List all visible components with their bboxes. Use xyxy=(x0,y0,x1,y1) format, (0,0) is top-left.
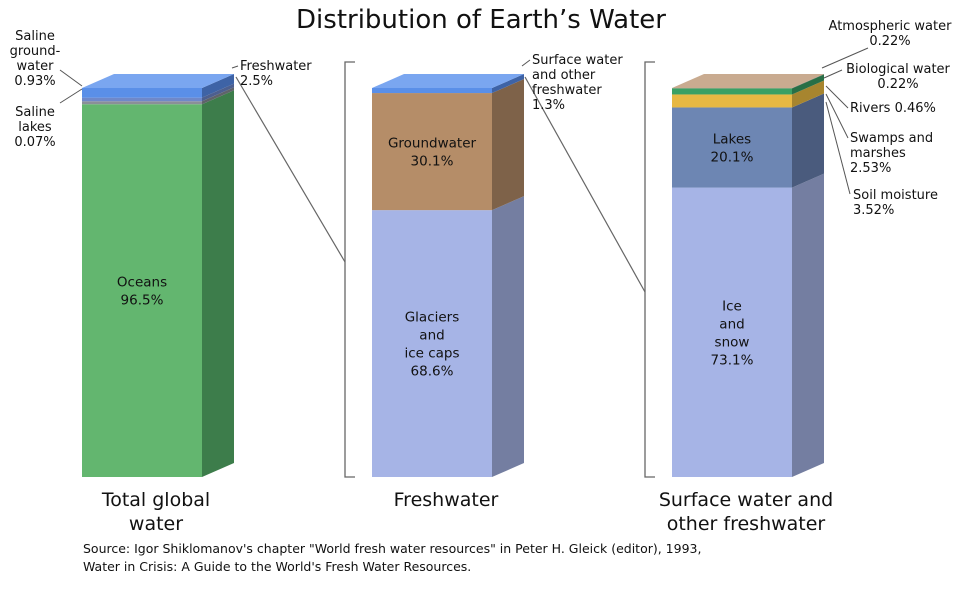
stack-surface-ice-and-snow-front xyxy=(672,187,792,478)
stack-fresh-glaciers-and-ice-caps-side xyxy=(492,196,524,477)
stack-total-top xyxy=(82,74,234,88)
stack-surface-top xyxy=(672,74,824,88)
connector-surface xyxy=(524,76,646,293)
stack-fresh-surface-water-and-other-freshwater-side xyxy=(492,74,524,94)
source-note: Source: Igor Shiklomanov's chapter "Worl… xyxy=(83,540,701,576)
stack-surface-lakes-front xyxy=(672,107,792,188)
stack-fresh-axis-label: Freshwater xyxy=(394,489,499,511)
callout-soil-moisture-label: Soil moisture 3.52% xyxy=(853,188,938,218)
stack-surface-swamps-and-marshes-front xyxy=(672,88,792,95)
stack-total-oceans-front xyxy=(82,104,202,477)
stack-fresh-groundwater-side xyxy=(492,79,524,211)
bracket-surface xyxy=(644,61,655,478)
bracket-fresh xyxy=(344,61,355,478)
stack-surface-ice-and-snow-label: Ice and snow 73.1% xyxy=(711,298,754,368)
callout-biological-water-leader xyxy=(823,69,843,79)
callout-saline-groundwater-leader xyxy=(59,69,83,87)
source-line-2: Water in Crisis: A Guide to the World's … xyxy=(83,559,472,574)
stack-fresh-surface-water-and-other-freshwater-front xyxy=(372,88,492,94)
stack-surface-soil-moisture-side xyxy=(792,80,824,108)
stack-total-axis-label: Total global water xyxy=(101,489,210,535)
stack-total-saline-lakes-front xyxy=(82,101,202,105)
callout-soil-moisture-leader xyxy=(825,101,851,195)
stack-surface-ice-and-snow-side xyxy=(792,173,824,478)
callout-swamps-and-marshes-label: Swamps and marshes 2.53% xyxy=(850,131,933,176)
stack-surface-rivers-side xyxy=(792,74,824,89)
connector-freshwater xyxy=(235,76,346,263)
callout-swamps-and-marshes-leader xyxy=(825,93,849,139)
stack-fresh-top xyxy=(372,74,524,88)
stack-surface-lakes-side xyxy=(792,93,824,188)
chart-title: Distribution of Earth’s Water xyxy=(296,5,666,35)
callout-saline-lakes-leader xyxy=(59,88,83,104)
stack-fresh-glaciers-and-ice-caps-label: Glaciers and ice caps 68.6% xyxy=(404,310,459,380)
stack-surface-soil-moisture-front xyxy=(672,94,792,108)
stack-total-oceans-side xyxy=(202,90,234,477)
stack-surface-swamps-and-marshes-side xyxy=(792,74,824,95)
stack-surface-atmospheric-water-side xyxy=(792,74,824,89)
callout-biological-water-label: Biological water 0.22% xyxy=(846,62,950,92)
stack-total-freshwater-front xyxy=(82,88,202,98)
stack-total-saline-groundwater-side xyxy=(202,83,234,102)
source-line-1: Source: Igor Shiklomanov's chapter "Worl… xyxy=(83,541,702,556)
stack-surface-biological-water-side xyxy=(792,74,824,89)
callout-saline-groundwater-label: Saline ground-water 0.93% xyxy=(10,29,61,89)
callout-saline-lakes-label: Saline lakes 0.07% xyxy=(14,105,55,150)
stack-total-oceans-label: Oceans 96.5% xyxy=(117,275,167,309)
callout-surface-water-and-other-freshwater-leader xyxy=(521,59,531,67)
stack-fresh-glaciers-and-ice-caps-front xyxy=(372,210,492,477)
stack-total-saline-groundwater-front xyxy=(82,97,202,102)
stack-fresh-groundwater-front xyxy=(372,93,492,211)
callout-rivers-leader xyxy=(825,85,849,109)
callout-surface-water-and-other-freshwater-label: Surface water and other freshwater 1.3% xyxy=(532,53,623,113)
callout-freshwater-label: Freshwater 2.5% xyxy=(240,59,312,89)
stack-total-freshwater-side xyxy=(202,74,234,98)
callout-freshwater-leader xyxy=(231,65,239,69)
callout-atmospheric-water-label: Atmospheric water 0.22% xyxy=(829,19,953,49)
stack-total-saline-lakes-side xyxy=(202,87,234,105)
callout-rivers-label: Rivers 0.46% xyxy=(850,101,936,116)
stack-surface-axis-label: Surface water and other freshwater xyxy=(659,489,833,535)
stack-fresh-groundwater-label: Groundwater 30.1% xyxy=(388,136,477,170)
callout-atmospheric-water-leader xyxy=(821,47,869,69)
stack-surface-lakes-label: Lakes 20.1% xyxy=(711,132,754,166)
